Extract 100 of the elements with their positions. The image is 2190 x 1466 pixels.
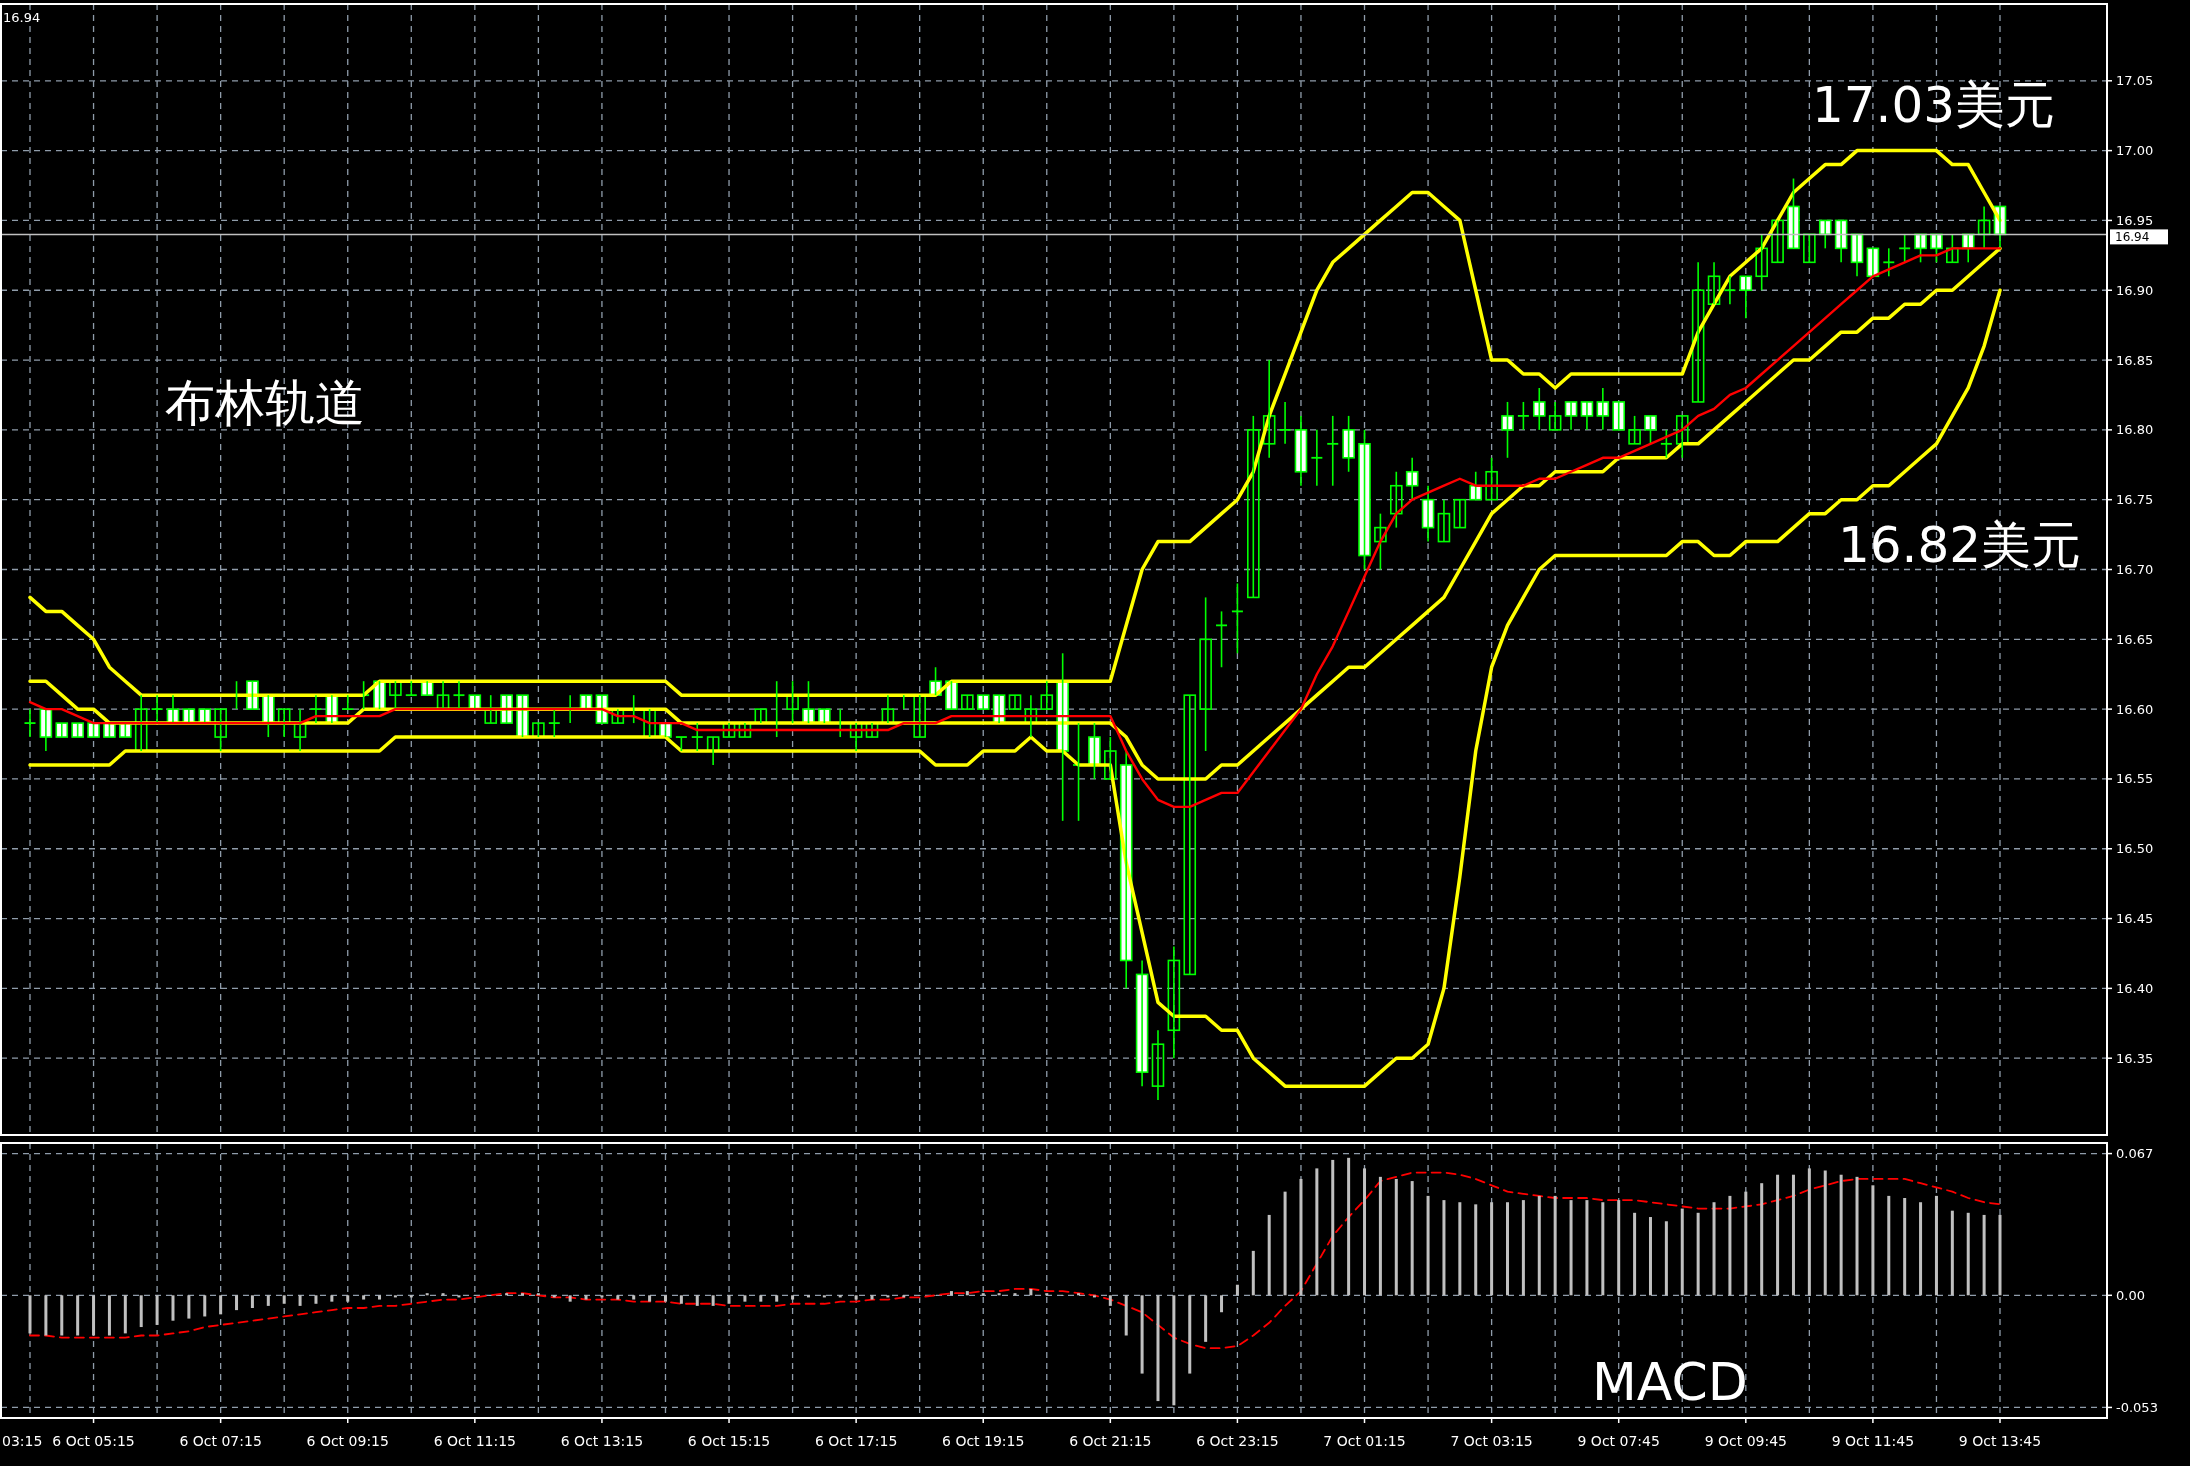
bar <box>314 1295 318 1304</box>
bar <box>759 1295 763 1302</box>
bar <box>28 1295 32 1334</box>
y-tick-label: 0.00 <box>2116 1287 2145 1303</box>
candlestick <box>1803 233 1816 264</box>
bar <box>1871 1185 1875 1296</box>
bar <box>362 1295 366 1300</box>
bar <box>76 1295 80 1336</box>
candlestick <box>1532 387 1546 431</box>
bar <box>1601 1202 1605 1296</box>
bar <box>1585 1200 1589 1296</box>
candlestick <box>1358 429 1371 571</box>
y-tick-label: 16.85 <box>2116 352 2154 368</box>
candlestick <box>1787 177 1800 250</box>
bar <box>1887 1195 1891 1296</box>
bar <box>1934 1195 1938 1296</box>
candlestick <box>1691 261 1705 403</box>
bar <box>1363 1168 1367 1296</box>
x-tick-label: 6 Oct 09:15 <box>306 1433 389 1449</box>
x-tick-label: 6 Oct 17:15 <box>814 1433 898 1449</box>
candlestick <box>150 694 164 724</box>
candlestick <box>1247 415 1260 599</box>
bar <box>648 1295 652 1302</box>
bar <box>1664 1221 1668 1296</box>
bar <box>1569 1200 1573 1296</box>
bar <box>1919 1202 1923 1296</box>
bar <box>1172 1295 1176 1406</box>
bar <box>870 1295 874 1300</box>
bar <box>521 1293 524 1296</box>
y-tick-label: 16.80 <box>2116 422 2154 438</box>
bar <box>1506 1202 1509 1296</box>
bar <box>282 1295 286 1304</box>
bar <box>552 1295 556 1298</box>
bar <box>1966 1212 1970 1296</box>
candlestick <box>293 708 307 752</box>
bar <box>250 1295 254 1308</box>
candlestick <box>134 694 148 752</box>
bar <box>171 1295 175 1321</box>
bar <box>775 1295 779 1302</box>
bar <box>107 1295 111 1336</box>
x-tick-label: 9 Oct 13:45 <box>1958 1433 2042 1449</box>
y-tick-label: 16.55 <box>2116 771 2154 787</box>
bar <box>1442 1200 1446 1296</box>
bar <box>727 1295 731 1304</box>
bar <box>1982 1214 1986 1296</box>
ref-line-label: 16.94 <box>2115 230 2150 245</box>
y-tick-label: 16.75 <box>2116 492 2154 508</box>
candlestick <box>1008 694 1022 710</box>
bar <box>1855 1176 1859 1296</box>
bar <box>1124 1295 1128 1336</box>
candlestick <box>945 680 958 710</box>
bar <box>235 1295 239 1311</box>
bar <box>838 1295 842 1298</box>
bar <box>1299 1178 1303 1296</box>
bar <box>139 1295 143 1328</box>
bar <box>1378 1176 1382 1296</box>
bar <box>1140 1295 1144 1374</box>
bar <box>1458 1202 1462 1296</box>
candlestick <box>1866 247 1880 278</box>
annotation: 16.94 <box>3 10 41 25</box>
bar <box>1331 1159 1335 1296</box>
bar <box>1728 1195 1732 1296</box>
candlestick <box>1342 415 1355 473</box>
annotation: 布林轨道 <box>165 374 365 432</box>
candlestick <box>23 708 37 738</box>
y-tick-label: 16.45 <box>2116 911 2154 927</box>
bar <box>1108 1295 1112 1306</box>
line-series <box>29 1171 2001 1350</box>
candlestick <box>1501 401 1514 459</box>
candlestick <box>913 694 926 738</box>
bar <box>886 1295 890 1298</box>
bar <box>1648 1217 1652 1296</box>
candlestick <box>976 694 990 710</box>
bar <box>187 1295 191 1319</box>
bar <box>663 1295 667 1302</box>
bar <box>1823 1170 1827 1296</box>
annotation: MACD <box>1592 1352 1748 1412</box>
candlestick <box>1104 736 1117 780</box>
y-tick-label: 16.65 <box>2116 631 2154 647</box>
bar <box>600 1295 604 1298</box>
bar <box>1204 1295 1208 1342</box>
candlestick <box>1516 401 1530 431</box>
bar <box>711 1295 715 1306</box>
candlestick <box>55 722 69 738</box>
bar <box>679 1295 683 1304</box>
y-tick-label: 16.35 <box>2116 1050 2154 1066</box>
bar <box>1029 1288 1033 1296</box>
candlestick <box>1659 429 1673 459</box>
bar <box>1839 1174 1843 1296</box>
bar <box>822 1295 826 1298</box>
y-tick-label: 16.50 <box>2116 841 2154 857</box>
candlestick <box>1453 498 1467 529</box>
x-tick-label: 6 Oct 15:15 <box>687 1433 771 1449</box>
bar <box>1617 1200 1621 1296</box>
x-tick-label: 6 Oct 13:15 <box>560 1433 644 1449</box>
bar <box>1045 1293 1049 1296</box>
candlestick <box>1723 275 1737 305</box>
bar <box>1521 1200 1525 1296</box>
candlestick <box>309 694 323 724</box>
y-tick-label: 0.067 <box>2116 1146 2154 1162</box>
